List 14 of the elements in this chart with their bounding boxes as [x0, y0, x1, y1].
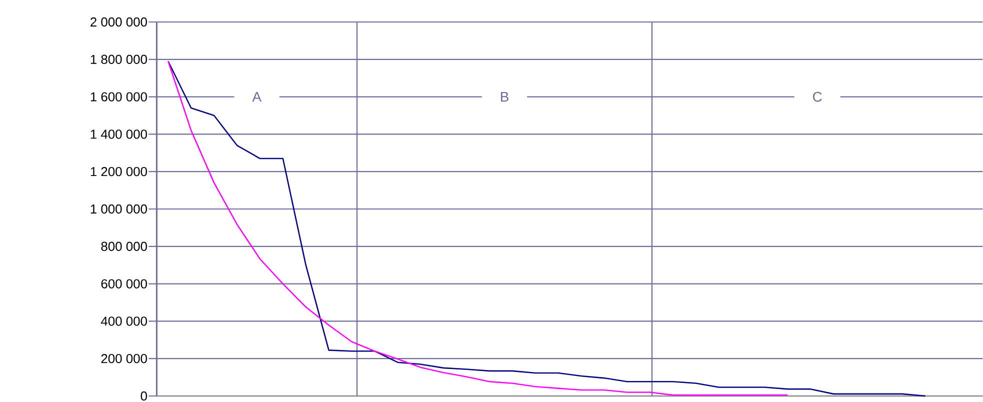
- y-tick-label: 1 800 000: [90, 54, 147, 64]
- y-tick-label: 2 000 000: [90, 17, 147, 27]
- y-tick-label: 800 000: [101, 242, 147, 251]
- annotation: B: [500, 92, 508, 102]
- y-tick-label: 1 200 000: [90, 167, 147, 176]
- y-tick-label: 1 400 000: [90, 130, 147, 139]
- y-tick-label: 400 000: [100, 316, 147, 326]
- y-tick-label: 1 000 000: [90, 204, 147, 214]
- annotation: A: [252, 92, 262, 102]
- annotation: C: [813, 92, 822, 102]
- y-tick-label: 1 600 000: [90, 92, 147, 102]
- y-tick-label: 200 000: [101, 354, 147, 364]
- y-tick-label: 600 000: [101, 279, 147, 288]
- y-tick-label: 0: [140, 391, 148, 401]
